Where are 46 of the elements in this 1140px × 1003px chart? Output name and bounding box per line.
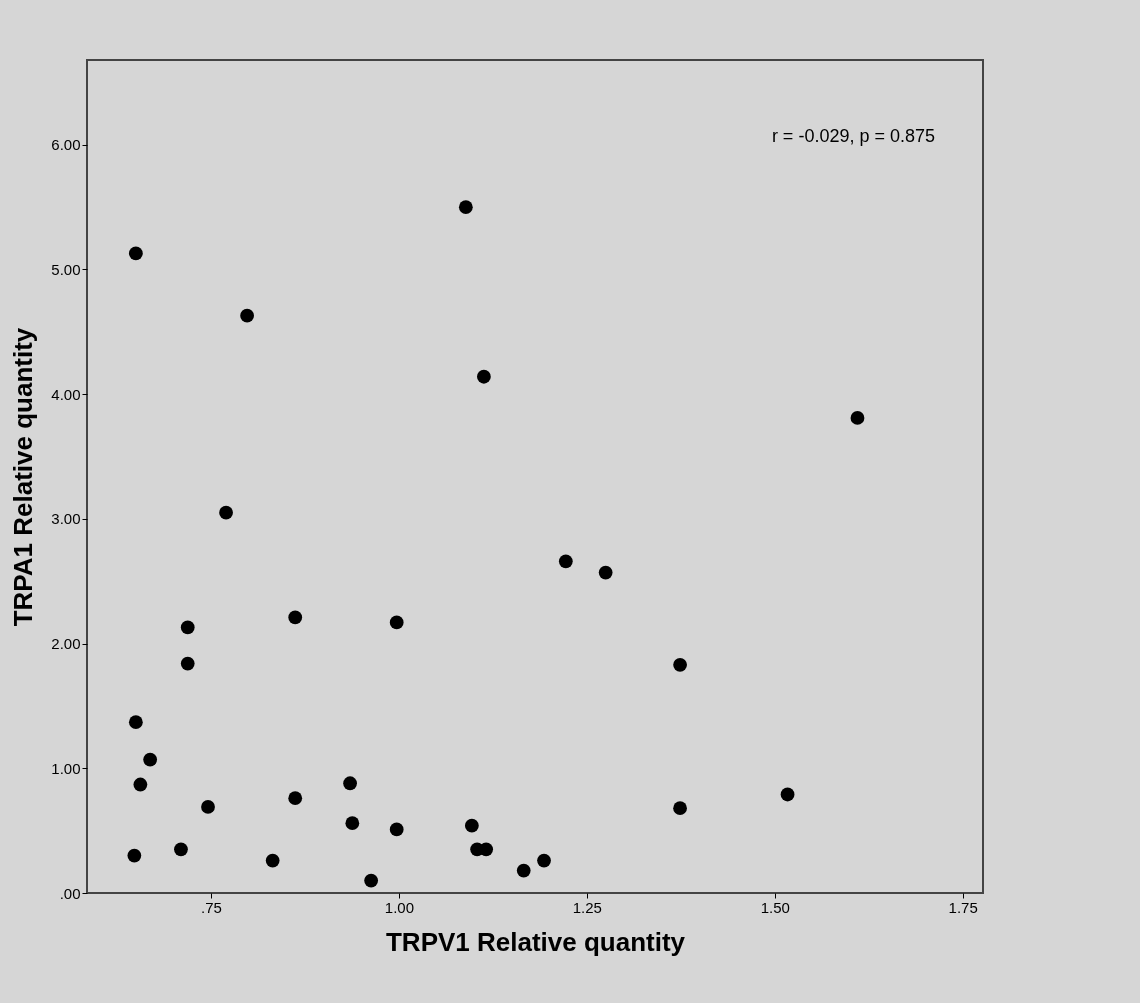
point	[389, 822, 404, 837]
point	[180, 620, 195, 635]
y-tick-label: 3.00	[51, 510, 81, 528]
y-tick-label: .00	[59, 884, 81, 902]
point	[780, 787, 795, 802]
x-tick-label: 1.25	[572, 898, 602, 916]
y-tick-label: 5.00	[51, 261, 81, 278]
point	[673, 657, 687, 672]
y-axis-title: TRPA1 Relative quantity	[8, 327, 39, 627]
point	[516, 863, 531, 878]
point	[127, 848, 142, 863]
annotation: r = -0.029, p = 0.875	[771, 126, 935, 146]
y-tick-label: 2.00	[51, 635, 81, 653]
point	[288, 610, 303, 625]
point	[850, 411, 865, 425]
x-axis-title: TRPV1 Relative quantity	[385, 926, 686, 957]
point	[128, 715, 143, 730]
point	[288, 791, 303, 806]
point	[180, 656, 195, 671]
point	[458, 200, 473, 215]
x-tick-label: 1.75	[948, 898, 978, 916]
point	[598, 565, 613, 580]
point	[389, 615, 404, 630]
point	[133, 777, 148, 792]
point	[673, 801, 687, 816]
x-tick-label: 1.50	[760, 898, 790, 916]
point	[476, 369, 491, 384]
point	[265, 853, 280, 868]
x-tick-label: .75	[201, 898, 222, 916]
point	[479, 842, 494, 857]
point	[174, 842, 188, 857]
point	[343, 776, 357, 791]
point	[345, 816, 360, 831]
point	[143, 752, 158, 767]
y-tick-label: 4.00	[51, 385, 81, 403]
point	[558, 554, 573, 569]
point	[128, 246, 143, 261]
point	[537, 853, 551, 868]
point	[219, 505, 233, 520]
x-tick-label: 1.00	[384, 898, 415, 916]
y-tick-label: 6.00	[51, 136, 81, 154]
point	[240, 308, 254, 323]
y-tick-label: 1.00	[51, 759, 81, 777]
point	[201, 800, 215, 814]
point	[364, 873, 379, 888]
point	[464, 818, 479, 833]
